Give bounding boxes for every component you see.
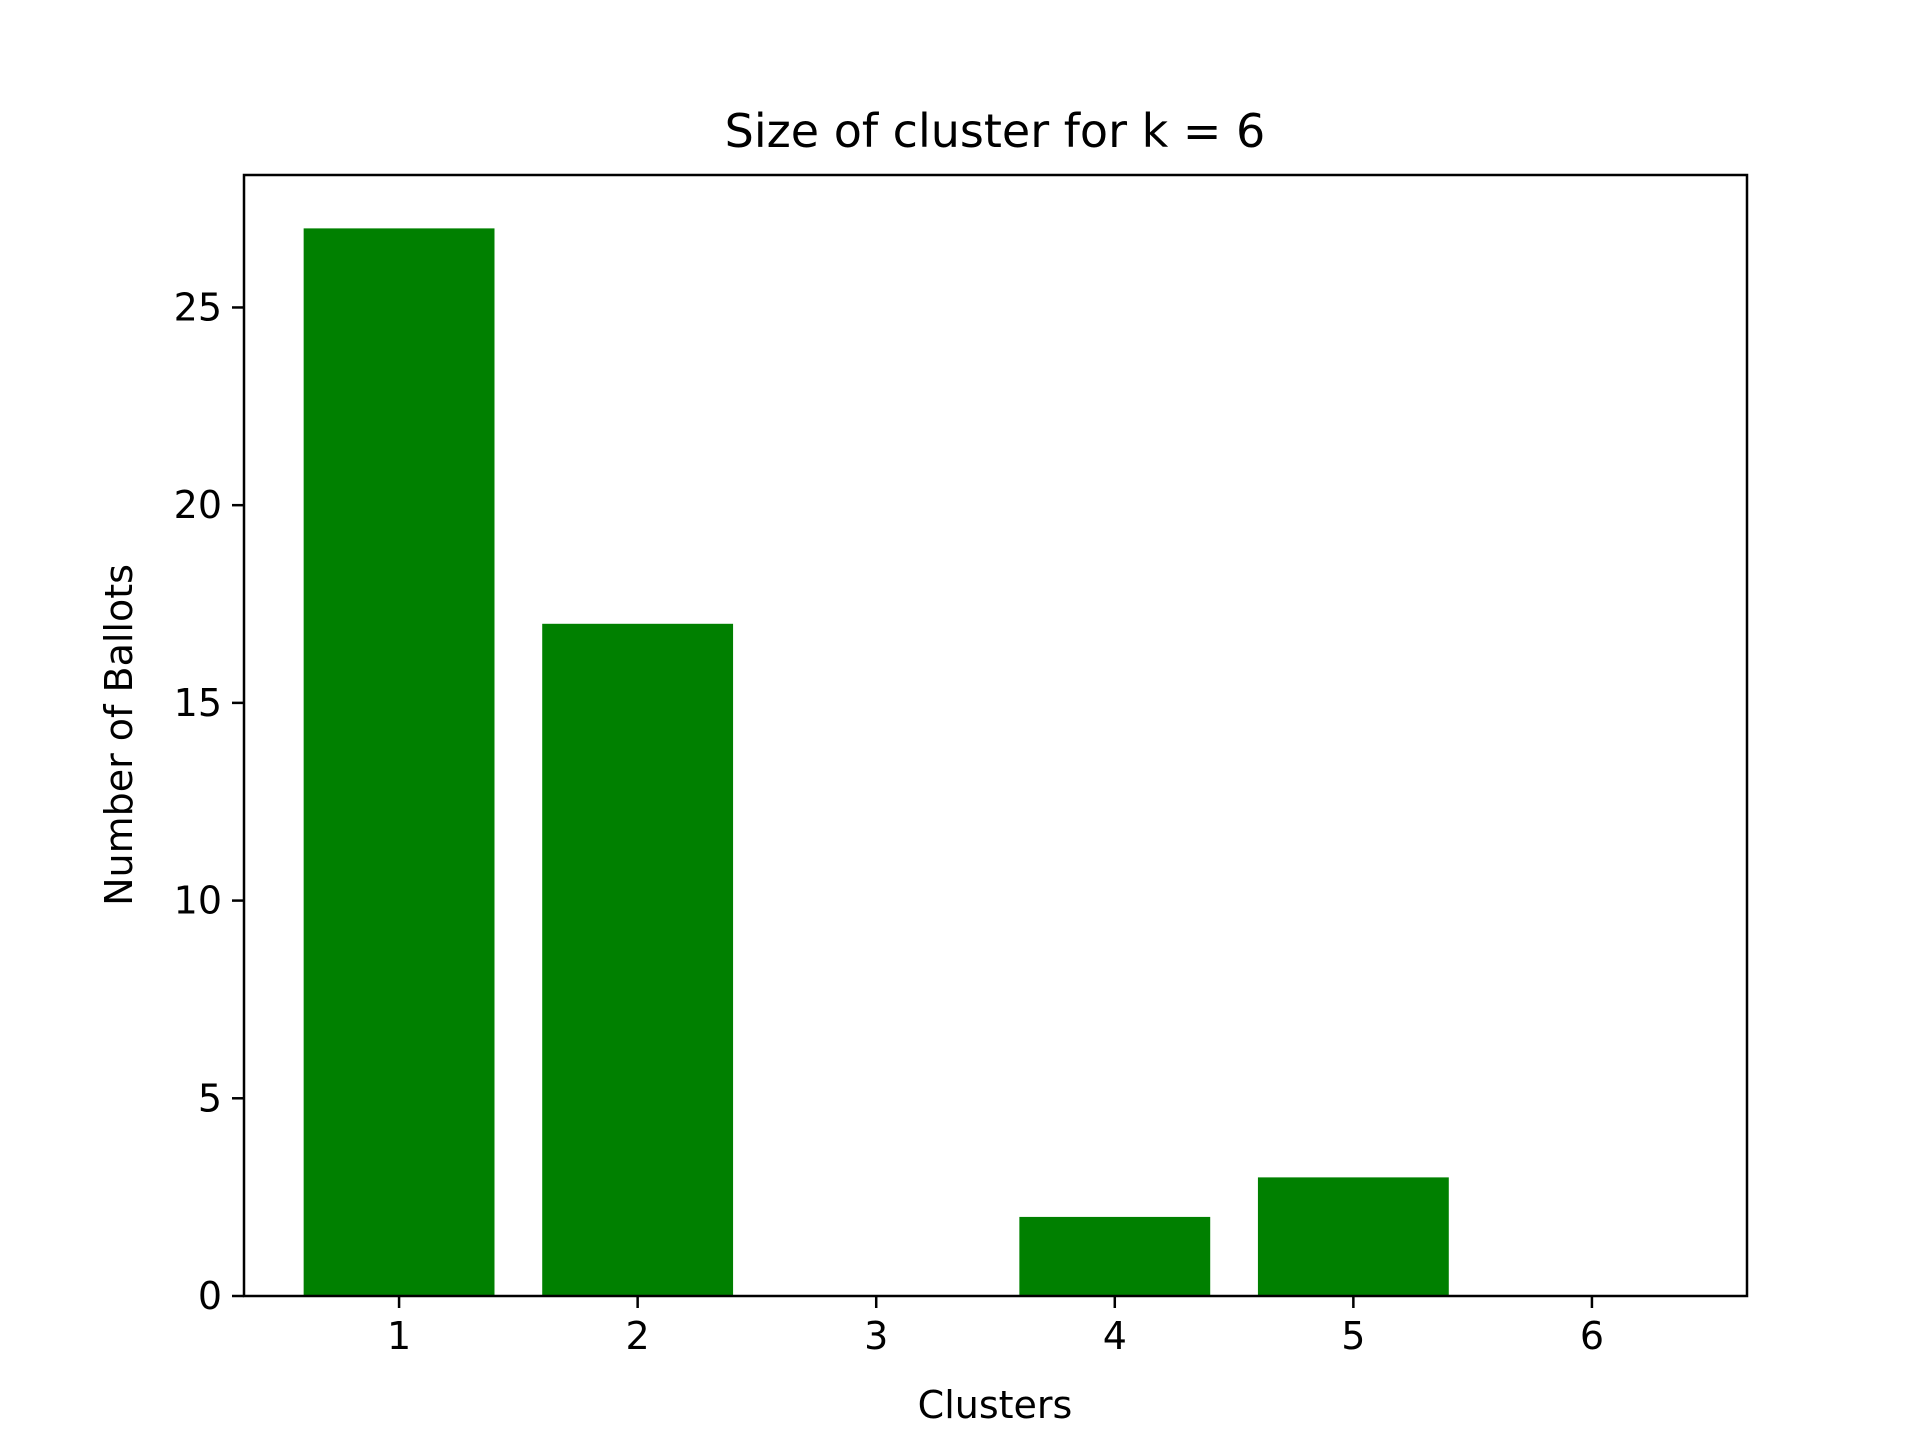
y-tick-label: 0: [198, 1274, 222, 1318]
x-tick-label: 4: [1103, 1314, 1127, 1358]
y-tick-label: 15: [174, 681, 222, 725]
x-tick-label: 1: [387, 1314, 411, 1358]
x-axis-label: Clusters: [918, 1383, 1073, 1427]
y-tick-label: 25: [174, 285, 222, 329]
chart-title: Size of cluster for k = 6: [725, 104, 1266, 158]
y-tick-label: 5: [198, 1076, 222, 1120]
bar-cluster-1: [303, 228, 495, 1296]
bar-cluster-2: [542, 623, 734, 1296]
y-axis-label: Number of Ballots: [97, 564, 141, 906]
x-tick-label: 6: [1580, 1314, 1604, 1358]
plot-area: [303, 228, 1449, 1296]
bar-cluster-4: [1019, 1216, 1211, 1296]
x-tick-label: 2: [626, 1314, 650, 1358]
axes-frame: [242, 173, 1749, 1298]
x-tick-label: 3: [864, 1314, 888, 1358]
y-tick-label: 10: [174, 879, 222, 923]
bar-cluster-5: [1257, 1177, 1449, 1296]
x-tick-label: 5: [1341, 1314, 1365, 1358]
tick-layer: 1 2 3 4 5 6 0 5 10 15 20 25: [174, 285, 1604, 1358]
y-tick-label: 20: [174, 483, 222, 527]
